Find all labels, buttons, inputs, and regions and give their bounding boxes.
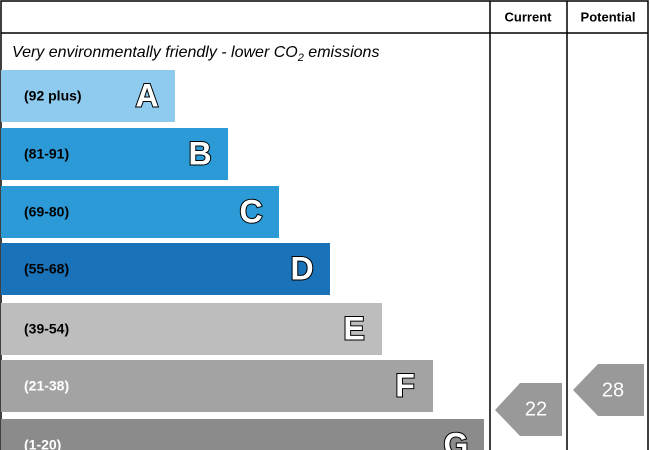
band-bar — [1, 128, 228, 180]
current-score: 22 — [525, 398, 547, 420]
band-letter: A — [135, 77, 158, 113]
subtitle: Very environmentally friendly - lower CO… — [12, 44, 379, 64]
potential-arrow — [573, 364, 644, 416]
subtitle-subscript: 2 — [297, 52, 304, 64]
band-range: (69-80) — [24, 204, 69, 220]
band-range: (92 plus) — [24, 88, 82, 104]
band-bar — [1, 360, 433, 412]
band-letter: G — [444, 426, 469, 450]
band-bar — [1, 243, 330, 295]
band-bar — [1, 70, 175, 122]
potential-score: 28 — [602, 379, 624, 401]
band-range: (39-54) — [24, 321, 69, 337]
band-range: (1-20) — [24, 437, 61, 450]
band-range: (21-38) — [24, 378, 69, 394]
band-letter: F — [395, 367, 415, 403]
band-range: (81-91) — [24, 146, 69, 162]
potential-header: Potential — [581, 9, 636, 24]
current-arrow — [495, 383, 562, 436]
band-letter: B — [188, 135, 211, 171]
subtitle-text: Very environmentally friendly - lower CO — [12, 44, 298, 61]
band-letter: D — [290, 250, 313, 286]
band-range: (55-68) — [24, 261, 69, 277]
band-bar — [1, 419, 484, 450]
subtitle-text: emissions — [304, 44, 380, 61]
band-bar — [1, 186, 279, 238]
current-header: Current — [505, 9, 553, 24]
band-bar — [1, 303, 382, 355]
band-letter: C — [239, 193, 262, 229]
band-letter: E — [343, 310, 364, 346]
